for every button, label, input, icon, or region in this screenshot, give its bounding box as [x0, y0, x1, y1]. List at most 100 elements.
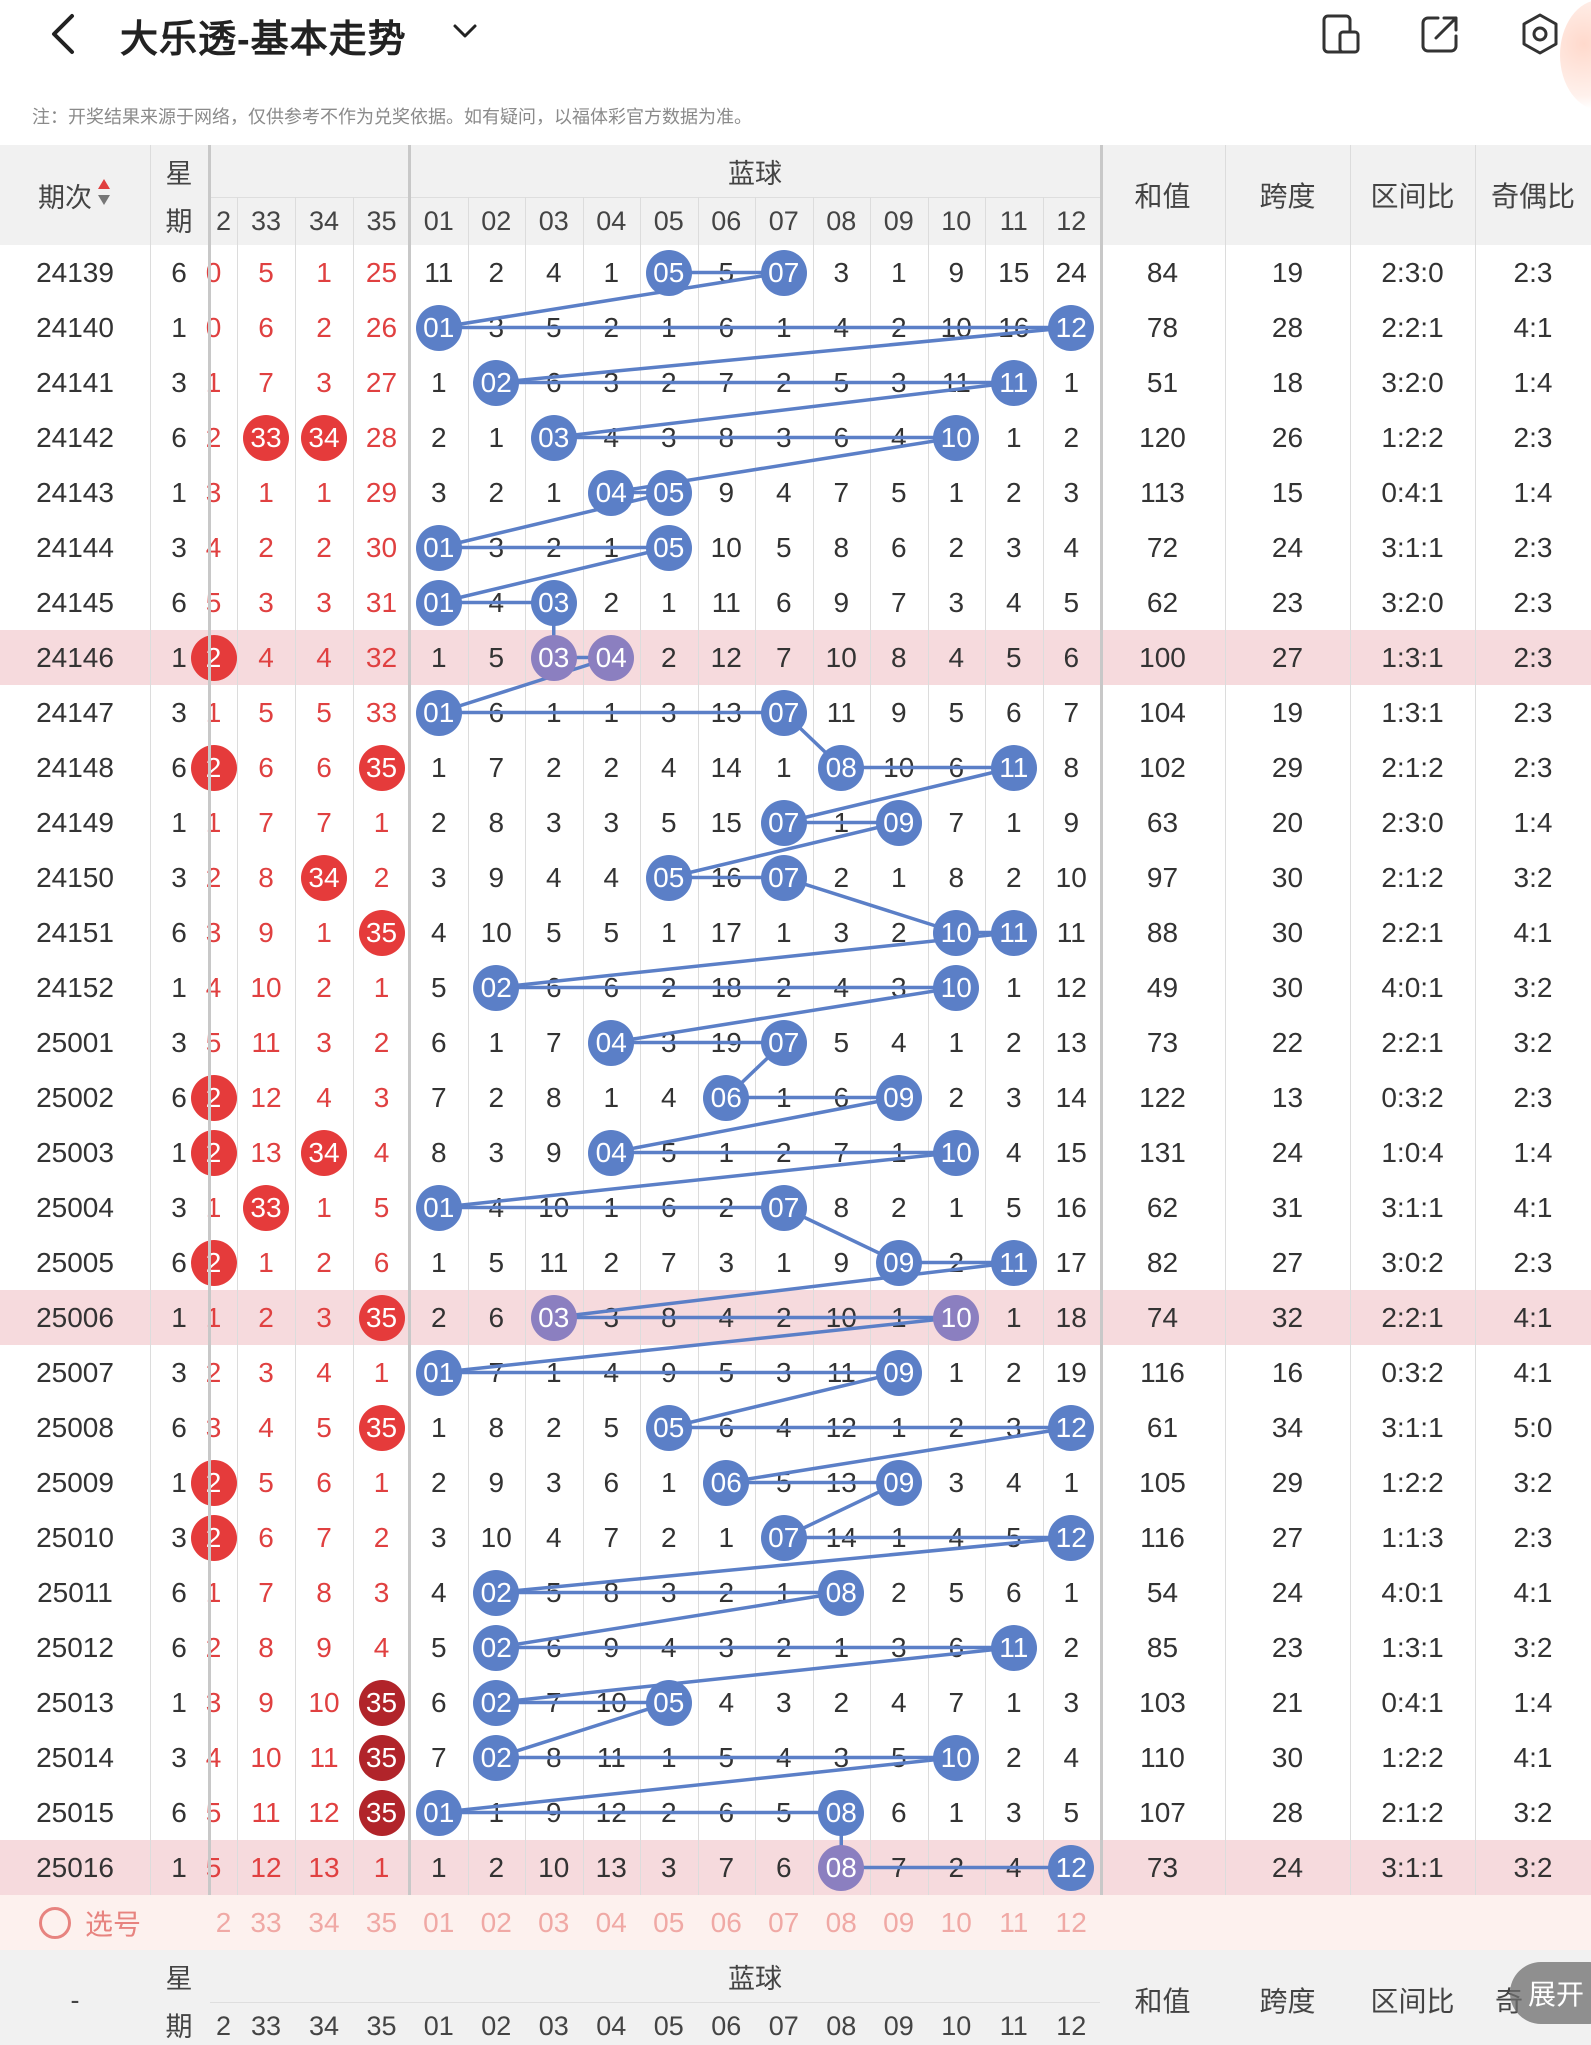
period-cell: 24146 [36, 641, 114, 673]
blue-cell: 7 [603, 1521, 620, 1553]
select-blue-cell[interactable]: 03 [538, 1906, 570, 1938]
front-cell: 6 [373, 1246, 390, 1278]
step-link-line [438, 655, 612, 715]
table-row[interactable] [0, 520, 1591, 575]
grid-vline [1225, 145, 1226, 1895]
select-blue-cell[interactable]: 04 [595, 1906, 627, 1938]
oddeven-cell: 3:2 [1513, 861, 1553, 893]
period-cell: 24151 [36, 916, 114, 948]
blue-cell: 11 [826, 696, 856, 728]
blue-cell: 9 [1063, 806, 1080, 838]
select-label[interactable]: 选号 [0, 1895, 180, 1950]
span-cell: 31 [1271, 1191, 1304, 1223]
blue-cell: 3 [948, 1466, 965, 1498]
select-blue-cell[interactable]: 06 [710, 1906, 742, 1938]
blue-cell: 5 [430, 971, 447, 1003]
select-radio-icon[interactable] [38, 1906, 71, 1939]
device-icon[interactable] [1320, 12, 1364, 56]
period-cell: 25013 [36, 1686, 114, 1718]
blue-cell: 5 [430, 1631, 447, 1663]
blue-cell: 2 [545, 1411, 562, 1443]
front-cell: 7 [316, 1521, 332, 1553]
sum-cell: 88 [1146, 916, 1179, 948]
blue-cell: 7 [430, 1741, 447, 1773]
settings-icon[interactable] [1518, 12, 1562, 56]
select-blue-cell[interactable]: 11 [999, 1906, 1029, 1938]
step-link-line [438, 1315, 957, 1375]
select-front-cell[interactable]: 35 [365, 1906, 398, 1938]
select-blue-cell[interactable]: 02 [480, 1906, 512, 1938]
step-link-line [610, 1095, 900, 1155]
front-cell: 1 [316, 476, 332, 508]
oddeven-cell: 5:0 [1513, 1411, 1553, 1443]
blue-ball: 12 [1048, 1404, 1095, 1451]
span-cell: 32 [1271, 1301, 1304, 1333]
select-front-cell[interactable]: 34 [308, 1906, 340, 1938]
select-blue-cell[interactable]: 09 [883, 1906, 915, 1938]
sum-cell: 49 [1146, 971, 1179, 1003]
blue-ball: 05 [645, 854, 692, 901]
blue-ball: 02 [473, 1569, 520, 1616]
blue-ball: 01 [415, 1349, 462, 1396]
oddeven-cell: 2:3 [1513, 751, 1553, 783]
select-blue-cell[interactable]: 07 [768, 1906, 800, 1938]
blue-ball: 01 [415, 579, 462, 626]
sum-cell: 110 [1140, 1741, 1185, 1773]
blue-cell: 6 [890, 531, 907, 563]
span-cell: 24 [1271, 1576, 1304, 1608]
chevron-down-icon[interactable] [450, 16, 480, 46]
select-front-cell[interactable]: 2 [215, 1906, 232, 1938]
blue-cell: 5 [948, 696, 965, 728]
span-cell: 15 [1271, 476, 1304, 508]
select-blue-cell[interactable]: 12 [1055, 1906, 1087, 1938]
footer-blue-group: 蓝球 [728, 1963, 782, 1994]
back-icon[interactable] [44, 8, 84, 60]
front-cell: 6 [316, 751, 332, 783]
blue-cell: 1 [1005, 971, 1022, 1003]
period-cell: 25009 [36, 1466, 114, 1498]
blue-cell: 1 [660, 916, 677, 948]
footer-blue-col-header: 03 [538, 2010, 569, 2041]
grid-vline [295, 197, 296, 1950]
table-row[interactable] [0, 740, 1591, 795]
table-row[interactable] [0, 1235, 1591, 1290]
blue-cell: 17 [710, 916, 742, 948]
table-row[interactable] [0, 575, 1591, 630]
oddeven-cell: 2:3 [1513, 1246, 1553, 1278]
blue-cell: 1 [488, 421, 505, 453]
table-row[interactable] [0, 1840, 1591, 1895]
table-row[interactable] [0, 905, 1591, 960]
select-blue-cell[interactable]: 05 [653, 1906, 685, 1938]
blue-ball: 06 [703, 1459, 750, 1506]
footer-blue-col-header: 10 [941, 2010, 972, 2041]
select-blue-cell[interactable]: 08 [825, 1906, 857, 1938]
select-front-cell[interactable]: 33 [250, 1906, 282, 1938]
blue-cell: 2 [488, 476, 505, 508]
blue-cell: 8 [890, 641, 907, 673]
front-cell: 2 [258, 531, 274, 563]
period-header[interactable]: 期次 [0, 145, 150, 245]
footer-front-col-header: 34 [308, 2010, 340, 2041]
blue-cell: 2 [488, 1081, 505, 1113]
span-cell: 30 [1271, 861, 1304, 893]
table-row[interactable] [0, 1675, 1591, 1730]
period-cell: 25004 [36, 1191, 114, 1223]
share-icon[interactable] [1418, 12, 1462, 56]
blue-ball: 12 [1048, 1844, 1095, 1891]
blue-ball: 07 [760, 1019, 807, 1066]
select-blue-cell[interactable]: 10 [940, 1906, 972, 1938]
select-blue-cell[interactable]: 01 [423, 1906, 455, 1938]
blue-ball: 11 [990, 1624, 1037, 1671]
front-ball: 34 [301, 414, 347, 461]
table-row[interactable] [0, 630, 1591, 685]
blue-cell: 10 [1055, 861, 1087, 893]
blue-ball: 06 [703, 1074, 750, 1121]
sort-icon[interactable] [96, 177, 112, 214]
expand-button[interactable]: 展开 [1510, 1962, 1591, 2024]
page-title[interactable]: 大乐透-基本走势 [120, 19, 407, 61]
blue-ball: 02 [473, 1679, 520, 1726]
table-row[interactable] [0, 465, 1591, 520]
blue-cell: 5 [1063, 1796, 1080, 1828]
step-link-line [438, 545, 670, 605]
front-cell: 31 [365, 586, 398, 618]
